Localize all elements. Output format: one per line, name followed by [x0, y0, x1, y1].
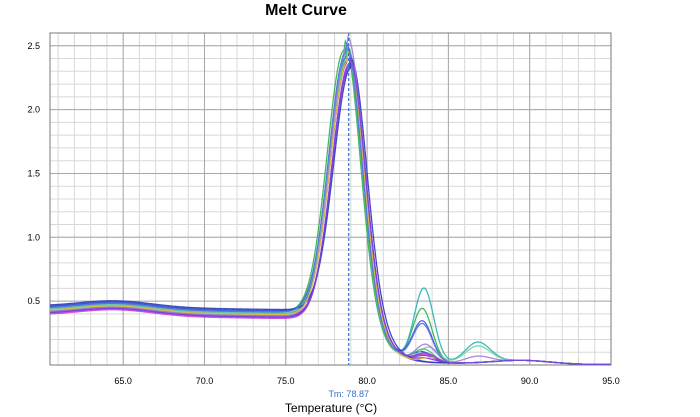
melt-curve-series-s12 [49, 35, 611, 366]
tm-marker: Tm: 78.87 [328, 33, 369, 399]
melt-curve-series-s10 [49, 45, 611, 366]
melt-curve-series-s01 [49, 51, 611, 366]
chart-title: Melt Curve [265, 2, 347, 19]
melt-curve-series-s15 [49, 56, 611, 366]
melt-curve-series-s09 [49, 53, 611, 366]
melt-curve-series-s05 [49, 39, 611, 366]
melt-curve-series-s04 [49, 58, 611, 366]
y-tick-label: 1.0 [27, 232, 40, 242]
melt-curve-series-s06 [49, 42, 611, 366]
series-lines [49, 35, 611, 366]
melt-curve-series-s03 [49, 46, 611, 366]
tick-labels: 65.0 70.0 75.0 80.0 85.0 90.0 95.0 0.5 1.0 1.5 2.0… [27, 41, 619, 386]
x-tick-label: 75.0 [277, 376, 295, 386]
x-tick-label: 85.0 [440, 376, 458, 386]
plot-frame [49, 32, 612, 366]
melt-curve-series-s08 [49, 44, 611, 366]
x-tick-label: 90.0 [521, 376, 539, 386]
axes [49, 32, 612, 366]
y-tick-label: 2.0 [27, 105, 40, 115]
x-tick-label: 80.0 [358, 376, 376, 386]
melt-curve-series-s13 [49, 50, 611, 366]
y-tick-label: 2.5 [27, 41, 40, 51]
y-tick-label: 0.5 [27, 296, 40, 306]
x-tick-label: 70.0 [196, 376, 214, 386]
y-tick-label: 1.5 [27, 168, 40, 178]
melt-curve-series-s07 [49, 49, 611, 366]
melt-curve-series-s14 [49, 41, 611, 366]
tm-marker-label: Tm: 78.87 [328, 389, 369, 399]
x-tick-label: 65.0 [114, 376, 132, 386]
x-tick-label: 95.0 [602, 376, 620, 386]
melt-curve-series-s02 [49, 54, 611, 366]
grid [50, 32, 612, 365]
x-axis-label: Temperature (°C) [285, 401, 377, 415]
